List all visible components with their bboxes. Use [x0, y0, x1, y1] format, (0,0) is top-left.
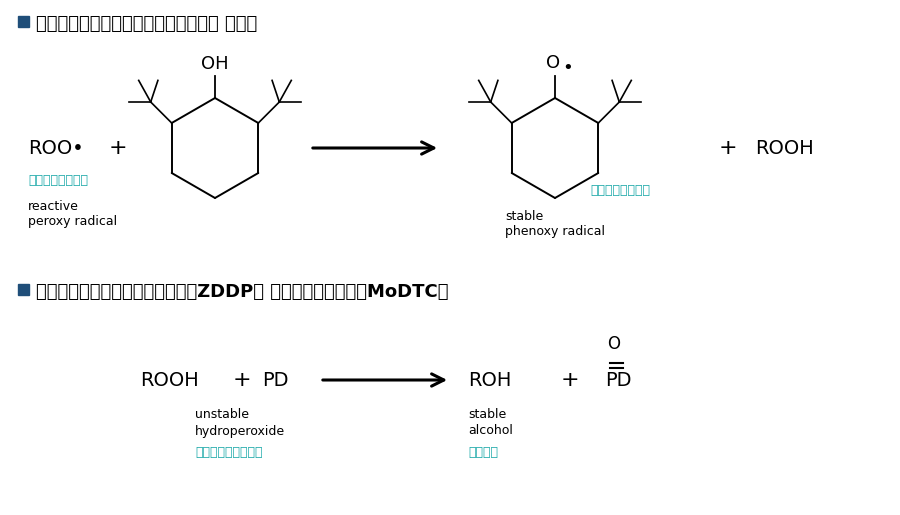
Text: phenoxy radical: phenoxy radical: [505, 226, 605, 238]
Bar: [18, 284, 29, 295]
Text: 稳定的苯氧自由基: 稳定的苯氧自由基: [590, 183, 650, 197]
Text: ROH: ROH: [468, 370, 511, 389]
Text: ROO•: ROO•: [28, 139, 84, 158]
Text: OH: OH: [202, 55, 229, 73]
Text: PD: PD: [262, 370, 289, 389]
Text: 主抗氧剂（受阻酚类，烷基化二苯胺， 茱胺）: 主抗氧剂（受阻酚类，烷基化二苯胺， 茱胺）: [36, 15, 257, 33]
Text: reactive: reactive: [28, 199, 79, 213]
Text: +: +: [561, 370, 580, 390]
Text: alcohol: alcohol: [468, 424, 513, 438]
Text: O: O: [607, 335, 620, 353]
Text: +: +: [233, 370, 251, 390]
Text: unstable: unstable: [195, 408, 249, 421]
Text: peroxy radical: peroxy radical: [28, 215, 117, 228]
Text: PD: PD: [605, 370, 632, 389]
Text: stable: stable: [505, 210, 544, 222]
Text: +: +: [719, 138, 737, 158]
Text: ROOH: ROOH: [755, 139, 814, 158]
Text: 辅助抗氧剂（二烷基二硫代磷酸锂ZDDP， 二烷基二硫代甲酸鑢MoDTC）: 辅助抗氧剂（二烷基二硫代磷酸锂ZDDP， 二烷基二硫代甲酸鑢MoDTC）: [36, 283, 448, 301]
Text: ROOH: ROOH: [140, 370, 199, 389]
Text: +: +: [109, 138, 127, 158]
Text: O: O: [546, 54, 560, 72]
Text: 活泼的过氧自由基: 活泼的过氧自由基: [28, 174, 88, 186]
Text: stable: stable: [468, 408, 506, 421]
Text: hydroperoxide: hydroperoxide: [195, 424, 285, 438]
Text: 不稳定的氢过氧化物: 不稳定的氢过氧化物: [195, 447, 263, 459]
Text: 稳定的醇: 稳定的醇: [468, 447, 498, 459]
Text: •: •: [562, 59, 573, 77]
Bar: [18, 16, 29, 27]
